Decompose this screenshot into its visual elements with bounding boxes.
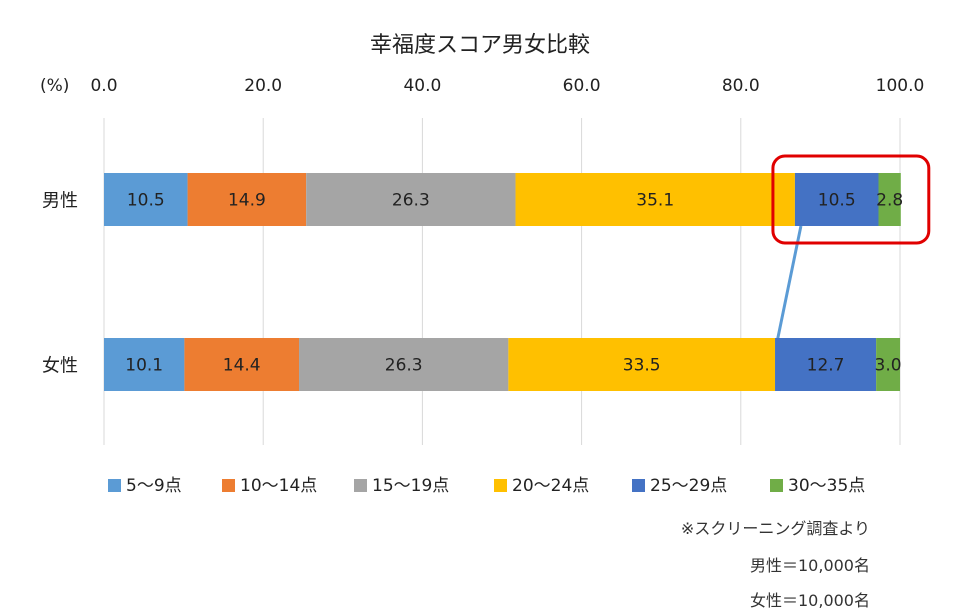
bar-segment	[299, 338, 509, 391]
data-label: 26.3	[392, 191, 430, 211]
highlight-rect	[771, 154, 931, 245]
bar-segment	[184, 338, 300, 391]
legend-label: 20〜24点	[512, 476, 589, 496]
x-tick-label: 40.0	[403, 76, 441, 96]
x-tick-label: 20.0	[244, 76, 282, 96]
connector-segment	[775, 225, 803, 343]
category-label: 男性	[42, 191, 78, 212]
legend-label: 15〜19点	[372, 476, 449, 496]
bar-segment	[775, 338, 877, 391]
connector-line	[775, 225, 803, 343]
unit-label: (%)	[40, 76, 69, 96]
data-label: 26.3	[385, 356, 423, 376]
bar-segment	[876, 338, 900, 391]
gridlines	[103, 118, 901, 445]
x-tick-label: 100.0	[876, 76, 925, 96]
bar-segment	[104, 173, 188, 226]
data-label: 10.5	[818, 191, 856, 211]
bar-segment	[508, 338, 776, 391]
legend-label: 10〜14点	[240, 476, 317, 496]
data-label: 3.0	[875, 356, 902, 376]
bar-segment	[794, 173, 879, 226]
legend-swatch	[108, 479, 121, 492]
x-tick-label: 0.0	[90, 76, 117, 96]
data-label: 33.5	[623, 356, 661, 376]
category-label: 女性	[42, 356, 78, 377]
legend: 5〜9点 10〜14点 15〜19点 20〜24点 25〜29点 30〜35点	[108, 476, 865, 496]
x-tick-labels: 0.0 20.0 40.0 60.0 80.0 100.0	[90, 76, 924, 96]
bar-segment	[104, 338, 185, 391]
legend-label: 25〜29点	[650, 476, 727, 496]
note-source: ※スクリーニング調査より	[680, 519, 870, 538]
legend-swatch	[494, 479, 507, 492]
bar-segment	[187, 173, 307, 226]
data-label: 14.9	[228, 191, 266, 211]
highlight-box	[771, 154, 931, 245]
legend-label: 30〜35点	[788, 476, 865, 496]
legend-swatch	[770, 479, 783, 492]
legend-label: 5〜9点	[126, 476, 182, 496]
bar-segment	[878, 173, 901, 226]
legend-swatch	[632, 479, 645, 492]
note-male-count: 男性＝10,000名	[750, 556, 870, 575]
bars: 10.5 14.9 26.3 35.1 10.5 2.8 10.1 14.4 26.3 33.5 1…	[104, 173, 903, 391]
data-label: 14.4	[223, 356, 261, 376]
data-label: 12.7	[807, 356, 845, 376]
bar-segment	[515, 173, 795, 226]
x-tick-label: 60.0	[563, 76, 601, 96]
data-label: 2.8	[876, 191, 903, 211]
data-label: 10.5	[127, 191, 165, 211]
data-label: 10.1	[125, 356, 163, 376]
legend-swatch	[354, 479, 367, 492]
data-label: 35.1	[636, 191, 674, 211]
x-tick-label: 80.0	[722, 76, 760, 96]
note-female-count: 女性＝10,000名	[750, 591, 870, 610]
legend-swatch	[222, 479, 235, 492]
chart-title: 幸福度スコア男女比較	[370, 33, 590, 58]
bar-segment	[306, 173, 516, 226]
